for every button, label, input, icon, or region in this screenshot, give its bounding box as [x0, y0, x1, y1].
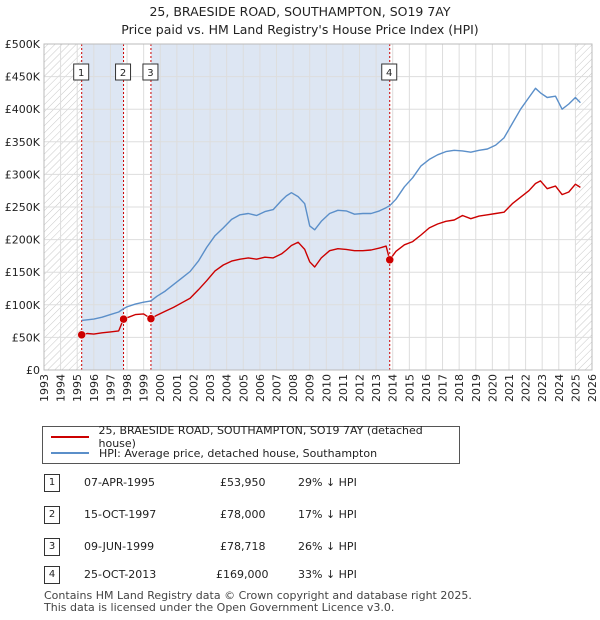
x-tick-label: 2006 — [254, 374, 267, 402]
x-tick-label: 2001 — [171, 374, 184, 402]
x-tick-label: 1994 — [55, 374, 68, 402]
x-tick-label: 2024 — [553, 374, 566, 402]
transaction-price: £53,950 — [220, 476, 266, 489]
sale-marker-label: 1 — [78, 68, 84, 79]
transaction-date: 25-OCT-2013 — [84, 568, 157, 581]
x-tick-label: 2009 — [304, 374, 317, 402]
chart-title-line2: Price paid vs. HM Land Registry's House … — [121, 22, 479, 37]
x-tick-label: 2026 — [586, 374, 599, 402]
x-tick-label: 2023 — [536, 374, 549, 402]
sale-point — [119, 314, 128, 324]
y-tick-label: £300K — [5, 168, 41, 181]
sale-point — [146, 314, 156, 323]
y-tick-label: £0 — [26, 364, 40, 377]
plot-frame — [43, 43, 593, 371]
y-tick-label: £200K — [5, 234, 41, 247]
sale-marker-box — [142, 63, 159, 81]
transaction-price: £78,000 — [220, 508, 266, 521]
transaction-date: 09-JUN-1999 — [84, 540, 155, 553]
legend-label-price: 25, BRAESIDE ROAD, SOUTHAMPTON, SO19 7AY… — [98, 424, 423, 450]
y-tick-label: £100K — [5, 299, 41, 312]
footer-licence: This data is licensed under the Open Gov… — [44, 601, 395, 614]
x-tick-label: 2008 — [287, 374, 300, 402]
y-tick-label: £450K — [5, 71, 41, 84]
transaction-hpi-diff: 26% ↓ HPI — [298, 540, 357, 553]
transaction-price: £169,000 — [216, 568, 269, 581]
y-tick-label: £250K — [5, 201, 41, 214]
legend-label-hpi: HPI: Average price, detached house, Sout… — [99, 446, 378, 460]
sale-point — [385, 255, 394, 265]
x-tick-label: 1999 — [138, 374, 151, 402]
sale-marker-box — [115, 63, 132, 81]
transaction-number: 3 — [44, 538, 60, 556]
x-tick-label: 2011 — [337, 374, 350, 402]
x-tick-label: 2015 — [403, 374, 416, 402]
price-chart: 1 2 3 4 £0 £50K £100K £150K £200K £250K £300K £350… — [5, 38, 599, 402]
transaction-number: 4 — [44, 566, 60, 584]
x-tick-label: 1993 — [38, 374, 51, 402]
hpi-line — [81, 87, 581, 322]
x-tick-label: 2013 — [370, 374, 383, 402]
legend-item-hpi: HPI: Average price, detached house, Sout… — [51, 446, 377, 460]
x-tick-label: 2000 — [154, 374, 167, 402]
x-tick-label: 2010 — [320, 374, 333, 402]
x-tick-label: 1997 — [104, 374, 117, 402]
x-tick-label: 2022 — [520, 374, 533, 402]
legend-item-price: 25, BRAESIDE ROAD, SOUTHAMPTON, SO19 7AY… — [51, 424, 459, 450]
transaction-number: 2 — [44, 506, 60, 524]
transaction-hpi-diff: 33% ↓ HPI — [298, 568, 357, 581]
y-tick-label: £400K — [5, 103, 41, 116]
chart-legend: 25, BRAESIDE ROAD, SOUTHAMPTON, SO19 7AY… — [42, 424, 460, 464]
sale-marker-label: 4 — [386, 68, 392, 79]
x-tick-label: 2002 — [187, 374, 200, 402]
x-tick-label: 2018 — [453, 374, 466, 402]
x-tick-label: 2025 — [569, 374, 582, 402]
sale-marker-box — [381, 63, 398, 81]
sale-marker-box — [73, 63, 90, 81]
x-tick-label: 2007 — [270, 374, 283, 402]
transaction-date: 15-OCT-1997 — [84, 508, 157, 521]
x-tick-label: 2020 — [486, 374, 499, 402]
transaction-number: 1 — [44, 474, 60, 492]
price-paid-line — [81, 180, 581, 336]
transaction-price: £78,718 — [220, 540, 266, 553]
footer-note: Contains HM Land Registry data © Crown c… — [44, 590, 472, 614]
sale-marker-label: 3 — [147, 68, 153, 79]
x-tick-label: 2005 — [237, 374, 250, 402]
x-tick-label: 2012 — [354, 374, 367, 402]
transaction-date: 07-APR-1995 — [84, 476, 156, 489]
y-tick-label: £150K — [5, 266, 41, 279]
y-tick-label: £500K — [5, 38, 41, 51]
sale-marker-label: 2 — [120, 68, 126, 79]
sale-point — [77, 330, 86, 340]
y-tick-label: £350K — [5, 136, 41, 149]
y-tick-label: £50K — [12, 331, 41, 344]
x-tick-label: 2016 — [420, 374, 433, 402]
x-tick-label: 2021 — [503, 374, 516, 402]
transaction-hpi-diff: 17% ↓ HPI — [298, 508, 357, 521]
x-tick-label: 2004 — [221, 374, 234, 402]
x-tick-label: 2003 — [204, 374, 217, 402]
x-tick-label: 1998 — [121, 374, 134, 402]
legend-swatch-price — [51, 436, 89, 438]
x-tick-label: 1996 — [88, 374, 101, 402]
x-tick-label: 2014 — [387, 374, 400, 402]
footer-copyright: Contains HM Land Registry data © Crown c… — [44, 589, 472, 602]
legend-swatch-hpi — [51, 452, 89, 454]
x-tick-label: 2017 — [437, 374, 450, 402]
x-tick-label: 2019 — [470, 374, 483, 402]
chart-title-line1: 25, BRAESIDE ROAD, SOUTHAMPTON, SO19 7AY — [149, 4, 451, 19]
transaction-hpi-diff: 29% ↓ HPI — [298, 476, 357, 489]
x-tick-label: 1995 — [71, 374, 84, 402]
